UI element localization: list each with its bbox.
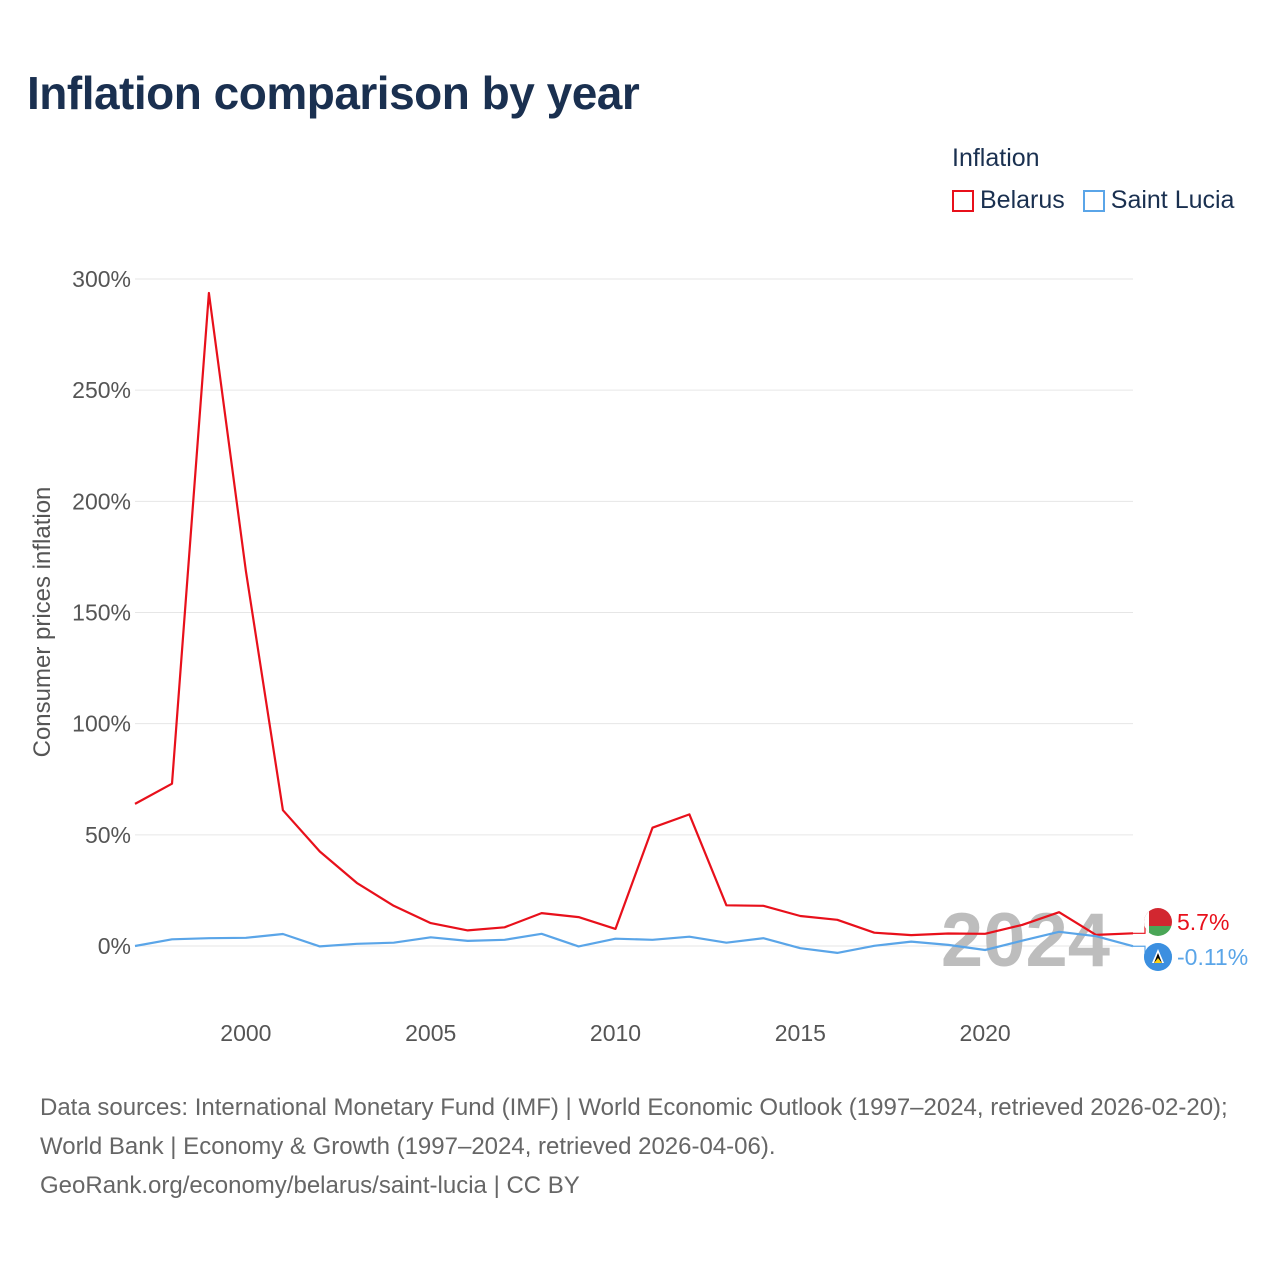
y-tick-label: 300% (72, 266, 131, 292)
chart-area: 0%50%100%150%200%250%300% 2000 2005 2010 20… (29, 266, 1248, 1046)
legend-swatch-saint-lucia (1082, 189, 1105, 212)
series-line-saint-lucia (134, 930, 1134, 955)
belarus-flag-icon (1144, 908, 1172, 936)
y-axis-ticks: 0% 50% 100% 150% 200% 250% 300% (72, 266, 131, 959)
y-tick-label: 150% (72, 600, 131, 626)
end-value-label: -0.11% (1177, 944, 1248, 970)
x-axis-ticks: 2000 2005 2010 2015 2020 (220, 1020, 1010, 1046)
legend-label-belarus: Belarus (980, 186, 1065, 214)
x-tick-label: 2020 (960, 1020, 1011, 1046)
gridlines (135, 278, 1133, 947)
series-line-belarus (134, 291, 1134, 937)
x-tick-label: 2015 (775, 1020, 826, 1046)
data-sources: Data sources: International Monetary Fun… (40, 1088, 1250, 1205)
sources-link[interactable]: GeoRank.org/economy/belarus/saint-lucia … (40, 1172, 580, 1199)
legend-item-saint-lucia[interactable]: Saint Lucia (1082, 186, 1235, 215)
y-tick-label: 250% (72, 377, 131, 403)
legend: Belarus Saint Lucia (952, 186, 1234, 215)
x-tick-label: 2000 (220, 1020, 271, 1046)
sources-line: Data sources: International Monetary Fun… (40, 1094, 1228, 1160)
chart-title: Inflation comparison by year (27, 67, 640, 119)
legend-title: Inflation (952, 144, 1040, 172)
series-lines (134, 291, 1134, 955)
legend-swatch-belarus (952, 189, 974, 212)
y-axis-label: Consumer prices inflation (29, 487, 56, 758)
x-tick-label: 2005 (405, 1020, 456, 1046)
legend-label-saint-lucia: Saint Lucia (1110, 186, 1235, 214)
x-tick-label: 2010 (590, 1020, 641, 1046)
y-tick-label: 50% (85, 822, 131, 848)
saint-lucia-flag-icon (1144, 943, 1172, 971)
y-tick-label: 200% (72, 488, 131, 514)
y-tick-label: 100% (72, 711, 131, 737)
end-value-label: 5.7% (1177, 909, 1229, 935)
y-tick-label: 0% (98, 933, 131, 959)
legend-item-belarus[interactable]: Belarus (952, 186, 1065, 215)
end-markers: 5.7% -0.11% (1133, 908, 1248, 971)
